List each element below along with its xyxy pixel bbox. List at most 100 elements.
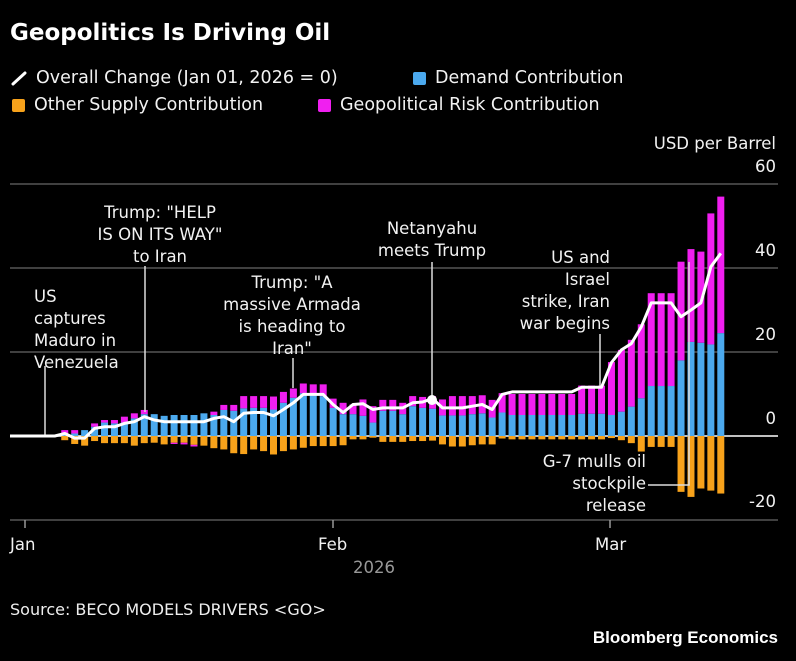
annotation-line: release (585, 496, 646, 515)
y-axis-label: USD per Barrel (653, 134, 776, 153)
legend-item-overall: Overall Change (Jan 01, 2026 = 0) (10, 68, 338, 88)
bar-geopolitical (568, 394, 576, 415)
bar-demand (538, 415, 546, 436)
bar-supply (101, 436, 109, 444)
bar-demand (528, 415, 536, 436)
annotation-line: stockpile (572, 474, 646, 493)
bar-supply (240, 436, 248, 455)
bar-demand (230, 410, 238, 436)
overall-change-line (10, 252, 723, 440)
bar-geopolitical (548, 394, 556, 415)
bar-demand (120, 422, 128, 436)
bar-demand (617, 411, 625, 436)
bar-supply (647, 436, 655, 447)
bar-demand (518, 415, 526, 436)
source-note: Source: BECO MODELS DRIVERS <GO> (10, 600, 326, 619)
bar-geopolitical (260, 396, 268, 408)
bar-supply (488, 436, 496, 445)
bar-supply (91, 436, 99, 442)
bar-supply (299, 436, 307, 448)
bar-supply (468, 436, 476, 446)
bar-demand (91, 426, 99, 436)
bar-demand (607, 415, 615, 436)
bar-demand (627, 406, 635, 436)
annotation-line: IS ON ITS WAY" (97, 225, 223, 244)
bar-demand (71, 433, 79, 436)
bar-supply (160, 436, 168, 445)
bar-demand (488, 417, 496, 436)
bar-demand (409, 406, 417, 436)
annotation-marker (427, 395, 437, 405)
bar-geopolitical (717, 196, 725, 334)
bar-supply (61, 436, 69, 441)
bar-geopolitical (617, 349, 625, 412)
bar-demand (498, 412, 506, 436)
bar-demand (81, 430, 89, 436)
bar-demand (110, 423, 118, 436)
bar-geopolitical (458, 396, 466, 416)
bar-supply (130, 436, 138, 446)
bar-geopolitical (250, 396, 258, 408)
bar-demand (647, 386, 655, 436)
bar-geopolitical (498, 393, 506, 413)
bar-geopolitical (359, 399, 367, 416)
bar-demand (598, 413, 606, 436)
bar-geopolitical (687, 249, 695, 342)
bar-demand (260, 407, 268, 436)
bar-supply (458, 436, 466, 447)
chart-title: Geopolitics Is Driving Oil (10, 20, 331, 46)
bar-supply (260, 436, 268, 452)
bar-geopolitical (140, 409, 148, 415)
bar-geopolitical (210, 411, 218, 415)
annotation-maduro: US captures Maduro in Venezuela (34, 286, 119, 374)
bar-geopolitical (130, 413, 138, 419)
bar-geopolitical (508, 394, 516, 415)
annotation-line: massive Armada (223, 295, 361, 314)
bar-supply (369, 436, 377, 438)
bar-supply (140, 436, 148, 444)
bar-demand (448, 415, 456, 436)
bar-demand (150, 414, 158, 436)
bar-geopolitical (180, 442, 188, 445)
bar-demand (438, 415, 446, 436)
bar-supply (568, 436, 576, 440)
bar-supply (528, 436, 536, 440)
bar-geopolitical (61, 430, 69, 434)
bar-supply (637, 436, 645, 452)
bar-demand (458, 415, 466, 436)
annotation-g7: G-7 mulls oil stockpile release (486, 451, 646, 517)
bar-supply (697, 436, 705, 489)
x-tick-label: Mar (595, 535, 627, 554)
bar-demand (667, 386, 675, 436)
annotation-line: Trump: "A (251, 273, 333, 292)
bar-demand (270, 409, 277, 436)
bar-demand (677, 360, 685, 436)
bar-supply (349, 436, 357, 440)
bar-supply (289, 436, 297, 450)
bar-demand (687, 341, 695, 436)
bar-geopolitical (279, 391, 287, 403)
bar-demand (568, 415, 576, 436)
bar-demand (289, 397, 297, 436)
y-tick-label: 0 (765, 409, 777, 428)
bar-geopolitical (299, 383, 307, 394)
legend-label: Other Supply Contribution (34, 95, 264, 115)
bar-supply (607, 436, 615, 439)
bar-geopolitical (707, 213, 715, 345)
bar-demand (359, 415, 367, 436)
bar-supply (498, 436, 506, 439)
bar-demand (399, 414, 407, 436)
bar-supply (677, 436, 685, 492)
bar-demand (558, 415, 566, 436)
bar-demand (250, 407, 258, 436)
y-tick-label: -20 (749, 492, 776, 511)
bar-supply (379, 436, 387, 442)
bar-demand (200, 413, 208, 436)
bar-supply (81, 436, 89, 446)
bar-supply (548, 436, 556, 440)
bar-supply (598, 436, 606, 440)
bar-supply (110, 436, 118, 444)
bar-supply (389, 436, 397, 442)
bar-demand (160, 415, 168, 436)
